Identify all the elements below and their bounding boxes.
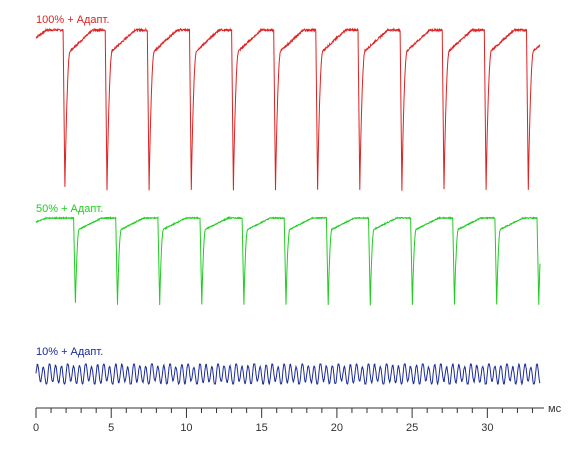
x-tick-label: 20 [331,422,343,434]
trace-50 [35,215,541,306]
x-tick-label: 15 [256,422,268,434]
x-tick-label: 25 [406,422,418,434]
trace-10 [35,362,541,386]
series-label-10: 10% + Адапт. [36,346,103,358]
x-tick-label: 30 [481,422,493,434]
x-tick-label: 10 [180,422,192,434]
traces-group [35,27,541,386]
x-axis-unit-label: мс [548,403,562,415]
trace-100 [35,27,541,191]
series-labels: 100% + Адапт. 50% + Адапт. 10% + Адапт. [36,14,109,358]
series-label-50: 50% + Адапт. [36,203,103,215]
x-tick-label: 0 [33,422,39,434]
series-label-100: 100% + Адапт. [36,14,109,26]
x-tick-label: 5 [108,422,114,434]
x-axis: 0 5 10 15 20 25 30 [33,407,544,434]
